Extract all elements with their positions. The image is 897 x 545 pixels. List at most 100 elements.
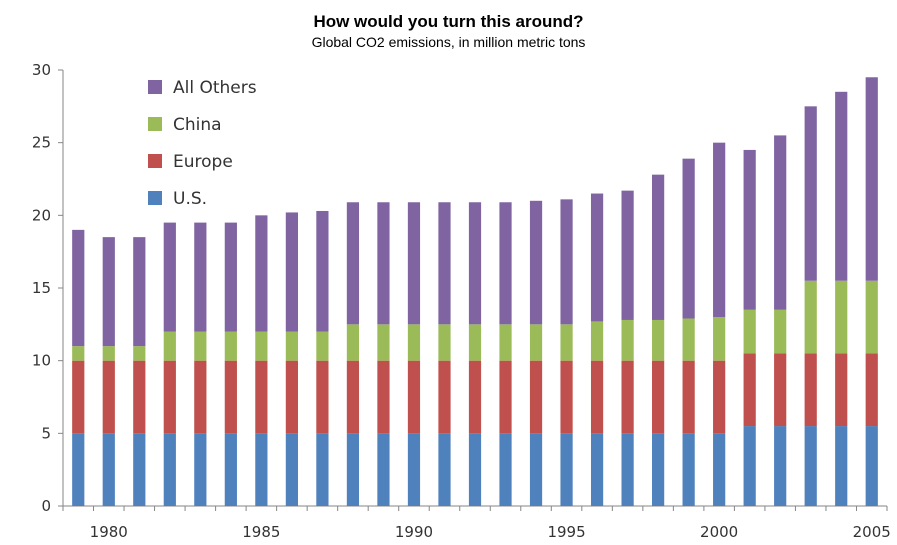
bar-segment-u-s	[346, 433, 360, 506]
bar-segment-europe	[407, 360, 421, 434]
y-tick-label: 25	[32, 134, 51, 152]
bar-segment-europe	[377, 360, 390, 434]
bar-segment-all-others	[774, 135, 787, 310]
bar-segment-all-others	[682, 158, 695, 319]
bar-segment-all-others	[72, 229, 85, 347]
chart-title: How would you turn this around?	[313, 12, 584, 31]
bar-segment-europe	[438, 360, 451, 434]
x-tick-label: 1990	[395, 523, 433, 541]
bar-segment-china	[102, 346, 115, 361]
bar-segment-all-others	[224, 222, 237, 332]
bar-segment-europe	[133, 360, 146, 434]
bar-segment-u-s	[652, 433, 665, 506]
bar-segment-china	[163, 331, 176, 361]
bar-segment-europe	[713, 360, 726, 434]
y-tick-label: 30	[32, 61, 51, 79]
bar-segment-all-others	[255, 215, 268, 332]
bar-segment-europe	[72, 360, 85, 434]
bar-segment-u-s	[468, 433, 482, 506]
bar-segment-europe	[804, 353, 817, 427]
y-tick-label: 5	[41, 424, 51, 442]
bar-segment-all-others	[407, 202, 421, 325]
x-tick-label: 2000	[700, 523, 738, 541]
bar-segment-china	[468, 324, 482, 361]
bar-segment-europe	[652, 360, 665, 434]
bar-segment-all-others	[499, 202, 512, 325]
bar-segment-all-others	[835, 91, 848, 281]
x-tick-label: 2005	[853, 523, 891, 541]
bar-segment-china	[529, 324, 543, 361]
bar-segment-europe	[774, 353, 787, 427]
bar-segment-u-s	[560, 433, 573, 506]
bar-segment-china	[316, 331, 329, 361]
y-tick-labels: 0 5 10 15 20 25 30	[32, 61, 51, 515]
bar-segment-europe	[743, 353, 756, 427]
bar-segment-all-others	[163, 222, 176, 332]
chart-subtitle: Global CO2 emissions, in million metric …	[311, 34, 586, 50]
bar-segment-china	[804, 280, 817, 354]
bar-segment-europe	[285, 360, 298, 434]
bar-segment-all-others	[316, 210, 329, 332]
legend: All Others China Europe U.S.	[148, 78, 257, 209]
bar-segment-all-others	[743, 149, 756, 310]
bar-segment-europe	[194, 360, 207, 434]
bar-segment-europe	[346, 360, 360, 434]
bar-segment-europe	[865, 353, 878, 427]
bar-segment-u-s	[774, 426, 787, 506]
bar-segment-europe	[835, 353, 848, 427]
bar-segment-europe	[621, 360, 634, 434]
x-tick-label: 1980	[90, 523, 128, 541]
bar-segment-all-others	[468, 202, 482, 325]
bar-segment-china	[682, 318, 695, 361]
bar-segment-china	[285, 331, 298, 361]
bar-segment-u-s	[835, 426, 848, 506]
legend-swatch	[148, 191, 162, 205]
legend-swatch	[148, 154, 162, 168]
bar-segment-all-others	[346, 202, 360, 325]
bar-segment-europe	[163, 360, 176, 434]
legend-label: All Others	[173, 78, 257, 98]
legend-label: China	[173, 115, 222, 135]
bar-segment-china	[194, 331, 207, 361]
bar-segment-china	[774, 309, 787, 354]
bar-segment-u-s	[102, 433, 115, 506]
bar-segment-china	[377, 324, 390, 361]
bar-segment-china	[346, 324, 360, 361]
x-tick-labels: 1980 1985 1990 1995 2000 2005	[90, 523, 891, 541]
bar-segment-all-others	[133, 237, 146, 347]
y-tick-label: 15	[32, 279, 51, 297]
bar-segment-u-s	[438, 433, 451, 506]
bar-segment-china	[133, 346, 146, 361]
bar-segment-europe	[529, 360, 543, 434]
bar-segment-europe	[102, 360, 115, 434]
legend-swatch	[148, 80, 162, 94]
bar-segment-all-others	[377, 202, 390, 325]
bar-segment-all-others	[652, 174, 665, 320]
bar-segment-all-others	[865, 77, 878, 281]
x-tick-label: 1985	[242, 523, 280, 541]
bar-segment-u-s	[163, 433, 176, 506]
bar-segment-all-others	[529, 200, 543, 325]
bar-segment-china	[224, 331, 237, 361]
bar-segment-u-s	[804, 426, 817, 506]
bar-segment-all-others	[560, 199, 573, 325]
bar-segment-u-s	[255, 433, 268, 506]
bar-segment-u-s	[377, 433, 390, 506]
bar-segment-china	[590, 321, 604, 361]
y-tick-label: 0	[41, 497, 51, 515]
bar-segment-china	[255, 331, 268, 361]
bar-segment-u-s	[72, 433, 85, 506]
legend-label: Europe	[173, 152, 233, 172]
bar-segment-china	[621, 319, 634, 361]
bar-segment-china	[438, 324, 451, 361]
bar-segment-all-others	[194, 222, 207, 332]
bar-segment-europe	[316, 360, 329, 434]
bar-segment-all-others	[713, 142, 726, 318]
bars	[72, 77, 878, 506]
bar-segment-u-s	[316, 433, 329, 506]
bar-segment-u-s	[285, 433, 298, 506]
bar-segment-europe	[590, 360, 604, 434]
bar-segment-all-others	[590, 193, 604, 322]
bar-segment-u-s	[407, 433, 421, 506]
